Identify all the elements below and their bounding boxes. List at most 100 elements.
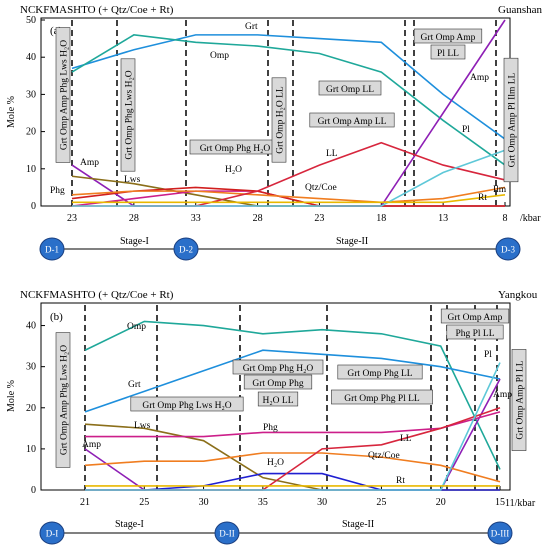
x-tick-label: 23	[67, 213, 77, 224]
pt-point-label: D-II	[219, 529, 235, 539]
field-label: Grt Omp Phg LL	[337, 364, 423, 380]
field-label: Grt Omp Amp Pl LL	[511, 349, 527, 451]
x-tick-label: 25	[139, 497, 149, 508]
pt-point-label: D-III	[491, 529, 510, 539]
curve-label: Amp	[80, 158, 99, 168]
curve-label: Amp	[470, 73, 489, 83]
x-tick-label: 15	[495, 497, 505, 508]
pt-point-marker	[495, 237, 521, 261]
panel-b-y-ticks: 0 10 20 30 40	[26, 321, 45, 496]
field-label-box	[318, 80, 382, 96]
field-label-box	[55, 27, 71, 163]
field-label: Grt Omp Amp LL	[309, 112, 395, 128]
field-label: Grt Omp Amp Phg Lws H₂O	[55, 27, 71, 163]
series-omp	[71, 34, 506, 166]
curve-label: Phg	[263, 423, 278, 433]
series-qtz-coe	[71, 186, 506, 204]
pt-point: D-2	[173, 237, 199, 261]
field-label-box	[331, 389, 433, 405]
field-label: Grt Omp LL	[318, 80, 382, 96]
panel-b-stage1: Stage-I	[115, 519, 144, 530]
curve-label: Rt	[478, 193, 487, 203]
panel-b-y-axis-label: Mole %	[6, 380, 17, 412]
field-label: Grt Omp Amp Pl Ilm LL	[503, 57, 519, 183]
field-label-text: Grt Omp H₂O LL	[276, 86, 286, 154]
panel-b-curves	[84, 320, 501, 491]
series-qtz-coe	[84, 452, 501, 483]
series-grt	[71, 34, 506, 140]
panel-b-stage2: Stage-II	[342, 519, 374, 530]
field-label-text: Grt Omp Phg Lws H₂O	[125, 70, 135, 159]
field-label-box	[309, 112, 395, 128]
curve-label: Omp	[127, 322, 146, 332]
y-tick-label: 40	[26, 321, 36, 332]
x-tick-label: 30	[317, 497, 327, 508]
pt-point-label: D-I	[46, 529, 59, 539]
y-tick-label: 50	[26, 15, 36, 26]
field-label-text: Grt Omp Phg H₂O	[243, 364, 314, 374]
pt-point-label: D-2	[179, 245, 193, 255]
curve-label: Lws	[134, 421, 151, 431]
panel-a-y-ticks: 0 10 20 30 40 50	[26, 15, 45, 212]
pt-point: D-III	[487, 521, 513, 545]
x-tick-label: 28	[129, 213, 139, 224]
curve-label: Pl	[484, 350, 492, 360]
panel-a-stage1: Stage-I	[120, 236, 149, 247]
y-tick-label: 30	[26, 362, 36, 373]
panel-a-field-boundaries	[71, 20, 497, 206]
panel-a-curves	[71, 19, 506, 207]
field-label-box	[271, 77, 287, 163]
field-label-text: Grt Omp Amp Pl LL	[516, 360, 526, 439]
panel-b-location: Yangkou	[498, 289, 538, 301]
curve-label: LL	[400, 434, 412, 444]
panel-b-points: D-I D-II D-III	[39, 521, 513, 545]
field-label-text: Grt Omp Amp Phg Lws H₂O	[60, 345, 70, 455]
field-label: Grt Omp Phg H₂O	[232, 359, 324, 375]
pt-point-marker	[39, 521, 65, 545]
panel-b-system-label: NCKFMASHTO (+ Qtz/Coe + Rt)	[20, 289, 174, 301]
x-tick-label: 25	[376, 497, 386, 508]
y-tick-label: 10	[26, 444, 36, 455]
field-label-box	[430, 44, 466, 60]
field-label-text: Grt Omp Phg Pl LL	[344, 394, 420, 404]
field-label-box	[232, 359, 324, 375]
field-label: Phg Pl LL	[446, 324, 504, 340]
panel-b-letter: (b)	[50, 311, 63, 323]
field-label-text: Grt Omp Amp Pl Ilm LL	[508, 72, 518, 167]
x-tick-label: 20	[436, 497, 446, 508]
pt-point: D-3	[495, 237, 521, 261]
field-label-text: H₂O LL	[262, 396, 293, 406]
curve-label: Grt	[245, 22, 258, 32]
curve-label: H₂O	[267, 458, 284, 468]
series-grt	[84, 349, 501, 413]
panel-a-points: D-1 D-2 D-3	[39, 237, 521, 261]
curve-label: Lws	[124, 175, 141, 185]
x-tick-label: 28	[253, 213, 263, 224]
panel-a-system-label: NCKFMASHTO (+ Qtz/Coe + Rt)	[20, 4, 174, 16]
field-label: Grt Omp Phg Pl LL	[331, 389, 433, 405]
series-pl	[72, 149, 506, 207]
field-label-text: Grt Omp Phg LL	[347, 369, 412, 379]
field-label-box	[440, 308, 510, 324]
panel-a-x-unit: /kbar	[520, 213, 541, 224]
field-label-text: Grt Omp Phg H₂O	[200, 144, 271, 154]
field-label-box	[130, 396, 244, 412]
field-label-box	[257, 391, 299, 407]
curve-label: LL	[326, 149, 338, 159]
curve-label: Pl	[462, 125, 470, 135]
field-label-text: Pl LL	[437, 49, 459, 59]
field-label-box	[503, 57, 519, 183]
y-tick-label: 10	[26, 164, 36, 175]
x-tick-label: 13	[438, 213, 448, 224]
field-label-box	[120, 58, 136, 172]
x-tick-label: 8	[503, 213, 508, 224]
panel-a-location: Guanshan	[498, 4, 542, 16]
pt-point-label: D-3	[501, 245, 515, 255]
x-tick-label: 21	[80, 497, 90, 508]
pt-point: D-I	[39, 521, 65, 545]
curve-label: H₂O	[225, 165, 242, 175]
pt-point: D-II	[214, 521, 240, 545]
panel-a-field-labels: Grt Omp Amp Phg Lws H₂O Grt Omp Phg Lws H…	[55, 27, 519, 183]
